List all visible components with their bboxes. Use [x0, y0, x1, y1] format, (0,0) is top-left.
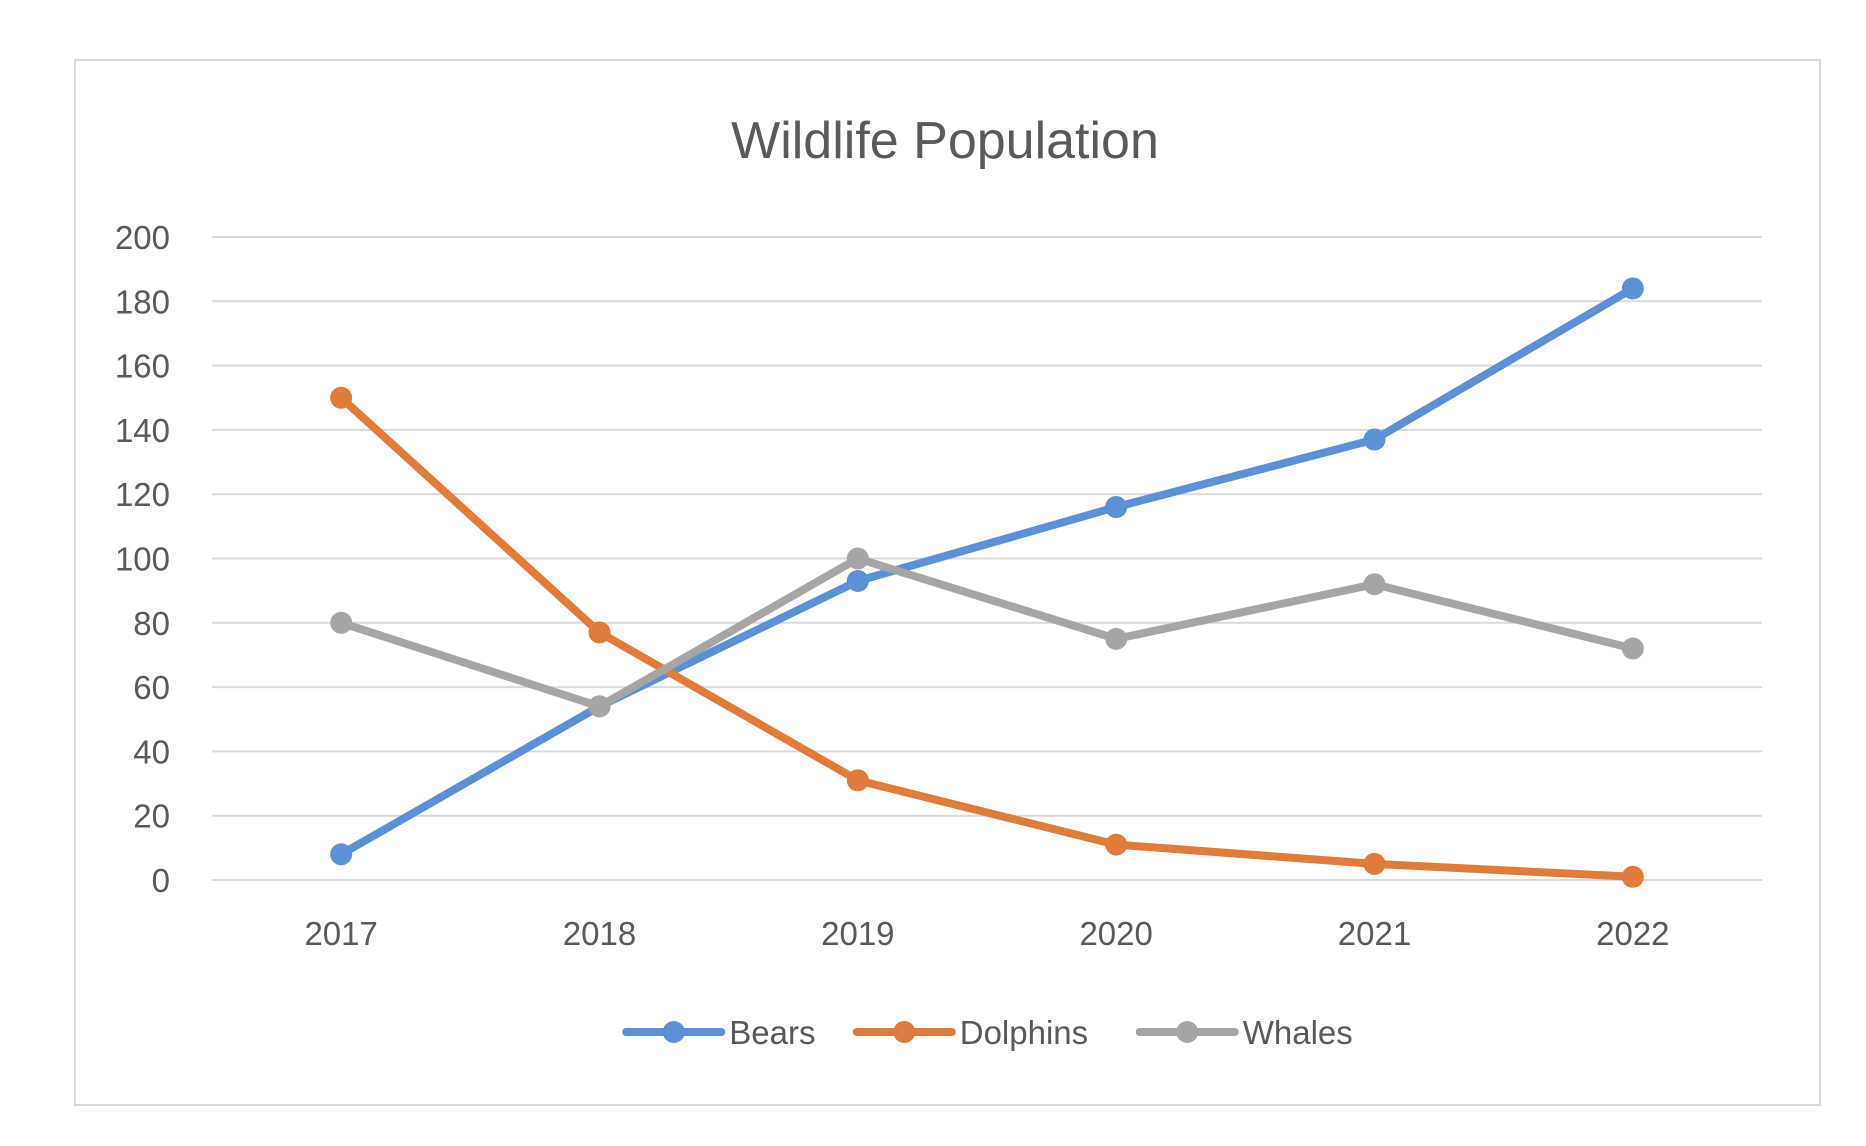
data-point-whales: [846, 547, 869, 570]
legend-item-dolphins: Dolphins: [852, 1014, 1088, 1051]
y-axis-tick-labels: 0 20 40 60 80 100 120 140 160 180 200: [115, 219, 170, 899]
legend-label: Dolphins: [960, 1014, 1088, 1051]
y-tick-label: 20: [133, 798, 170, 835]
x-axis-tick-labels: 2017 2018 2019 2020 2021 2022: [304, 915, 1669, 952]
y-tick-label: 40: [133, 733, 170, 770]
data-point-bears: [1105, 496, 1128, 519]
x-tick-label: 2019: [821, 915, 894, 952]
x-tick-label: 2021: [1338, 915, 1411, 952]
y-tick-label: 200: [115, 219, 170, 256]
data-point-dolphins: [588, 621, 611, 644]
legend: Bears Dolphins Whales: [622, 1014, 1353, 1051]
y-tick-label: 0: [152, 862, 170, 899]
legend-swatch-marker: [893, 1021, 916, 1043]
data-point-dolphins: [330, 386, 353, 409]
series-dolphins: [330, 386, 1644, 888]
data-point-whales: [588, 695, 611, 718]
legend-item-whales: Whales: [1135, 1014, 1353, 1051]
series-lines: [330, 277, 1644, 888]
y-tick-label: 80: [133, 605, 170, 642]
y-tick-label: 160: [115, 348, 170, 385]
y-tick-label: 180: [115, 283, 170, 320]
data-point-bears: [1621, 277, 1644, 300]
y-tick-label: 60: [133, 669, 170, 706]
x-tick-label: 2020: [1079, 915, 1152, 952]
y-tick-label: 140: [115, 412, 170, 449]
x-tick-label: 2018: [563, 915, 636, 952]
data-point-whales: [1363, 573, 1386, 596]
series-line-whales: [337, 554, 1637, 711]
legend-swatch-marker: [662, 1021, 685, 1043]
legend-label: Whales: [1243, 1014, 1353, 1051]
x-tick-label: 2022: [1596, 915, 1669, 952]
chart-title: Wildlife Population: [731, 112, 1159, 170]
data-point-bears: [1363, 428, 1386, 451]
x-tick-label: 2017: [304, 915, 377, 952]
data-point-whales: [1621, 637, 1644, 660]
y-tick-label: 120: [115, 476, 170, 513]
data-point-dolphins: [1363, 852, 1386, 875]
data-point-dolphins: [846, 769, 869, 792]
legend-swatch-marker: [1176, 1021, 1199, 1043]
data-point-dolphins: [1105, 833, 1128, 856]
legend-label: Bears: [729, 1014, 815, 1051]
y-tick-label: 100: [115, 541, 170, 578]
series-line-bears: [337, 284, 1637, 859]
data-point-whales: [1105, 627, 1128, 650]
series-whales: [330, 547, 1644, 718]
data-point-dolphins: [1621, 865, 1644, 888]
legend-item-bears: Bears: [622, 1014, 815, 1051]
data-point-bears: [846, 570, 869, 593]
series-line-dolphins: [337, 393, 1637, 881]
gridlines: [212, 236, 1762, 881]
data-point-whales: [330, 611, 353, 634]
data-point-bears: [330, 843, 353, 866]
